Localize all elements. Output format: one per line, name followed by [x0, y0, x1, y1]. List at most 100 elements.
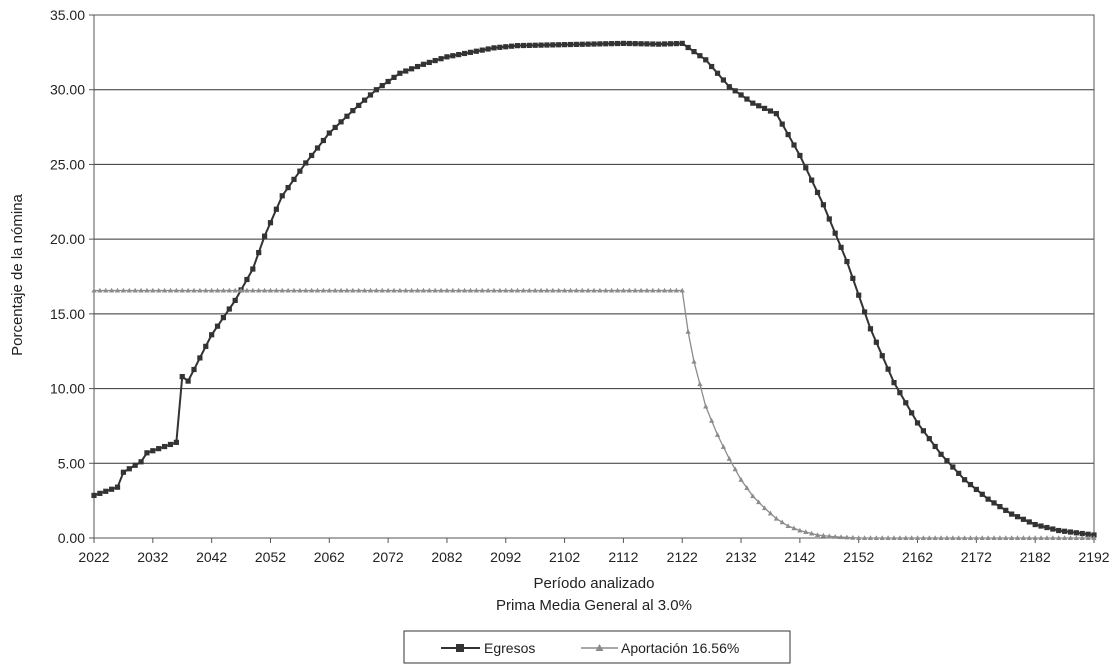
data-point — [991, 500, 997, 506]
data-point — [1091, 535, 1097, 540]
data-point — [591, 287, 597, 293]
data-point — [191, 287, 197, 293]
data-point — [467, 287, 474, 293]
data-point — [1014, 535, 1021, 540]
data-point — [814, 532, 821, 538]
data-point — [667, 41, 674, 47]
data-point — [773, 515, 779, 521]
data-point — [585, 41, 591, 47]
data-point — [1067, 529, 1074, 535]
data-point — [103, 488, 109, 494]
data-point — [997, 504, 1003, 510]
data-point — [861, 309, 868, 315]
data-point — [638, 287, 644, 293]
data-point — [567, 287, 574, 293]
data-point — [109, 287, 115, 293]
data-point — [220, 287, 227, 293]
data-point — [714, 432, 721, 437]
data-point — [632, 41, 638, 47]
data-point — [326, 287, 332, 293]
data-point — [473, 287, 479, 293]
data-point — [944, 458, 950, 464]
chart-subtitle: Prima Media General al 3.0% — [496, 597, 692, 614]
data-point — [744, 96, 750, 102]
data-point — [709, 417, 715, 423]
series-line — [94, 289, 1094, 539]
data-point — [97, 287, 103, 293]
data-point — [397, 70, 403, 76]
data-point — [514, 287, 521, 293]
data-point — [603, 41, 609, 47]
data-point — [520, 287, 527, 293]
data-point — [173, 439, 179, 445]
data-point — [638, 41, 644, 47]
data-point — [785, 523, 791, 529]
data-point — [767, 108, 774, 114]
data-point — [361, 287, 368, 293]
data-point — [750, 100, 756, 106]
data-point — [285, 287, 291, 293]
data-point — [491, 287, 497, 293]
data-point — [909, 410, 915, 416]
data-point — [803, 165, 809, 171]
data-point — [391, 74, 397, 80]
data-point — [761, 105, 768, 111]
x-axis-title: Período analizado — [534, 575, 655, 592]
x-tick-label: 2102 — [549, 549, 580, 565]
data-point — [744, 485, 750, 490]
data-point — [832, 534, 838, 539]
data-point — [1044, 535, 1050, 540]
data-point — [614, 287, 621, 293]
y-tick-label: 10.00 — [50, 381, 85, 397]
data-point — [614, 40, 621, 47]
data-point — [967, 481, 974, 488]
x-tick-label: 2022 — [78, 549, 109, 565]
data-point — [97, 490, 103, 496]
data-point — [979, 491, 985, 497]
data-point — [326, 130, 332, 136]
x-tick-label: 2192 — [1078, 549, 1109, 565]
data-point — [179, 374, 185, 380]
data-point — [532, 42, 538, 48]
data-point — [138, 459, 144, 465]
data-point — [320, 137, 327, 144]
x-tick-label: 2052 — [255, 549, 286, 565]
data-point — [414, 287, 421, 293]
data-point — [185, 287, 191, 293]
data-point — [632, 287, 638, 293]
data-point — [914, 420, 921, 426]
data-point — [856, 535, 862, 540]
data-point — [344, 113, 350, 119]
data-point — [879, 353, 885, 359]
data-point — [950, 464, 956, 470]
data-point — [256, 287, 262, 293]
data-point — [573, 41, 579, 47]
x-axis-ticks: 2022 2032 2042 2052 2062 2072 2082 2092 2102 2112… — [78, 538, 1110, 565]
data-point — [997, 535, 1003, 540]
data-point — [397, 287, 403, 293]
data-point — [697, 381, 703, 387]
x-tick-label: 2182 — [1020, 549, 1051, 565]
data-point — [473, 48, 479, 54]
x-tick-label: 2162 — [902, 549, 933, 565]
data-point — [950, 535, 956, 540]
data-point — [556, 42, 562, 48]
data-point — [650, 41, 656, 47]
legend-label-aportacion: Aportación 16.56% — [621, 640, 739, 656]
data-point — [309, 287, 315, 293]
data-point — [967, 535, 974, 540]
data-point — [338, 287, 344, 293]
data-point — [585, 287, 591, 293]
data-point — [597, 41, 603, 47]
data-point — [867, 535, 874, 540]
data-point — [738, 476, 744, 482]
series-1 — [91, 287, 1097, 540]
data-point — [156, 446, 162, 452]
data-point — [503, 44, 509, 50]
data-point — [897, 535, 903, 540]
data-point — [673, 40, 679, 47]
data-point — [191, 366, 197, 373]
data-point — [873, 535, 879, 540]
data-point — [144, 450, 150, 456]
